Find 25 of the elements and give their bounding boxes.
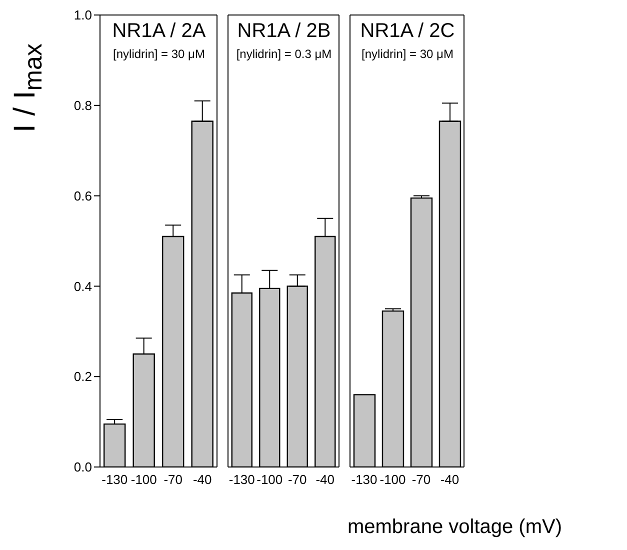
x-axis-title: membrane voltage (mV) <box>346 516 562 539</box>
text: [nylidrin] = 0.3 μM <box>235 47 333 61</box>
chart-title: NR1A / 2C <box>359 20 456 43</box>
y-tick-label: 1.0 <box>74 8 92 23</box>
x-tick-label: -100 <box>256 472 283 488</box>
y-tick-label: 0.8 <box>74 98 92 114</box>
y-tick-label: 0.6 <box>74 188 92 204</box>
text: [nylidrin] = 30 μM <box>112 47 206 61</box>
x-tick-label: -70 <box>288 472 307 488</box>
x-tick-label: -40 <box>192 472 212 488</box>
x-tick-label: -70 <box>164 472 183 488</box>
text: [nylidrin] = 30 μM <box>360 47 454 61</box>
x-tick-label: -100 <box>130 472 157 488</box>
x-tick-label: -70 <box>412 472 431 488</box>
x-tick-label: -130 <box>102 472 128 488</box>
y-tick-label: 0.0 <box>74 460 92 475</box>
x-tick-label: -130 <box>228 472 255 488</box>
y-tick-label: 0.4 <box>74 278 92 294</box>
chart-title: NR1A / 2A <box>111 20 207 43</box>
y-tick-label: 0.2 <box>74 369 92 384</box>
x-tick-label: -100 <box>380 472 406 488</box>
x-tick-label: -40 <box>440 472 460 488</box>
x-tick-label: -130 <box>351 472 378 488</box>
chart-title: NR1A / 2B <box>236 20 332 43</box>
x-tick-label: -40 <box>316 472 335 488</box>
